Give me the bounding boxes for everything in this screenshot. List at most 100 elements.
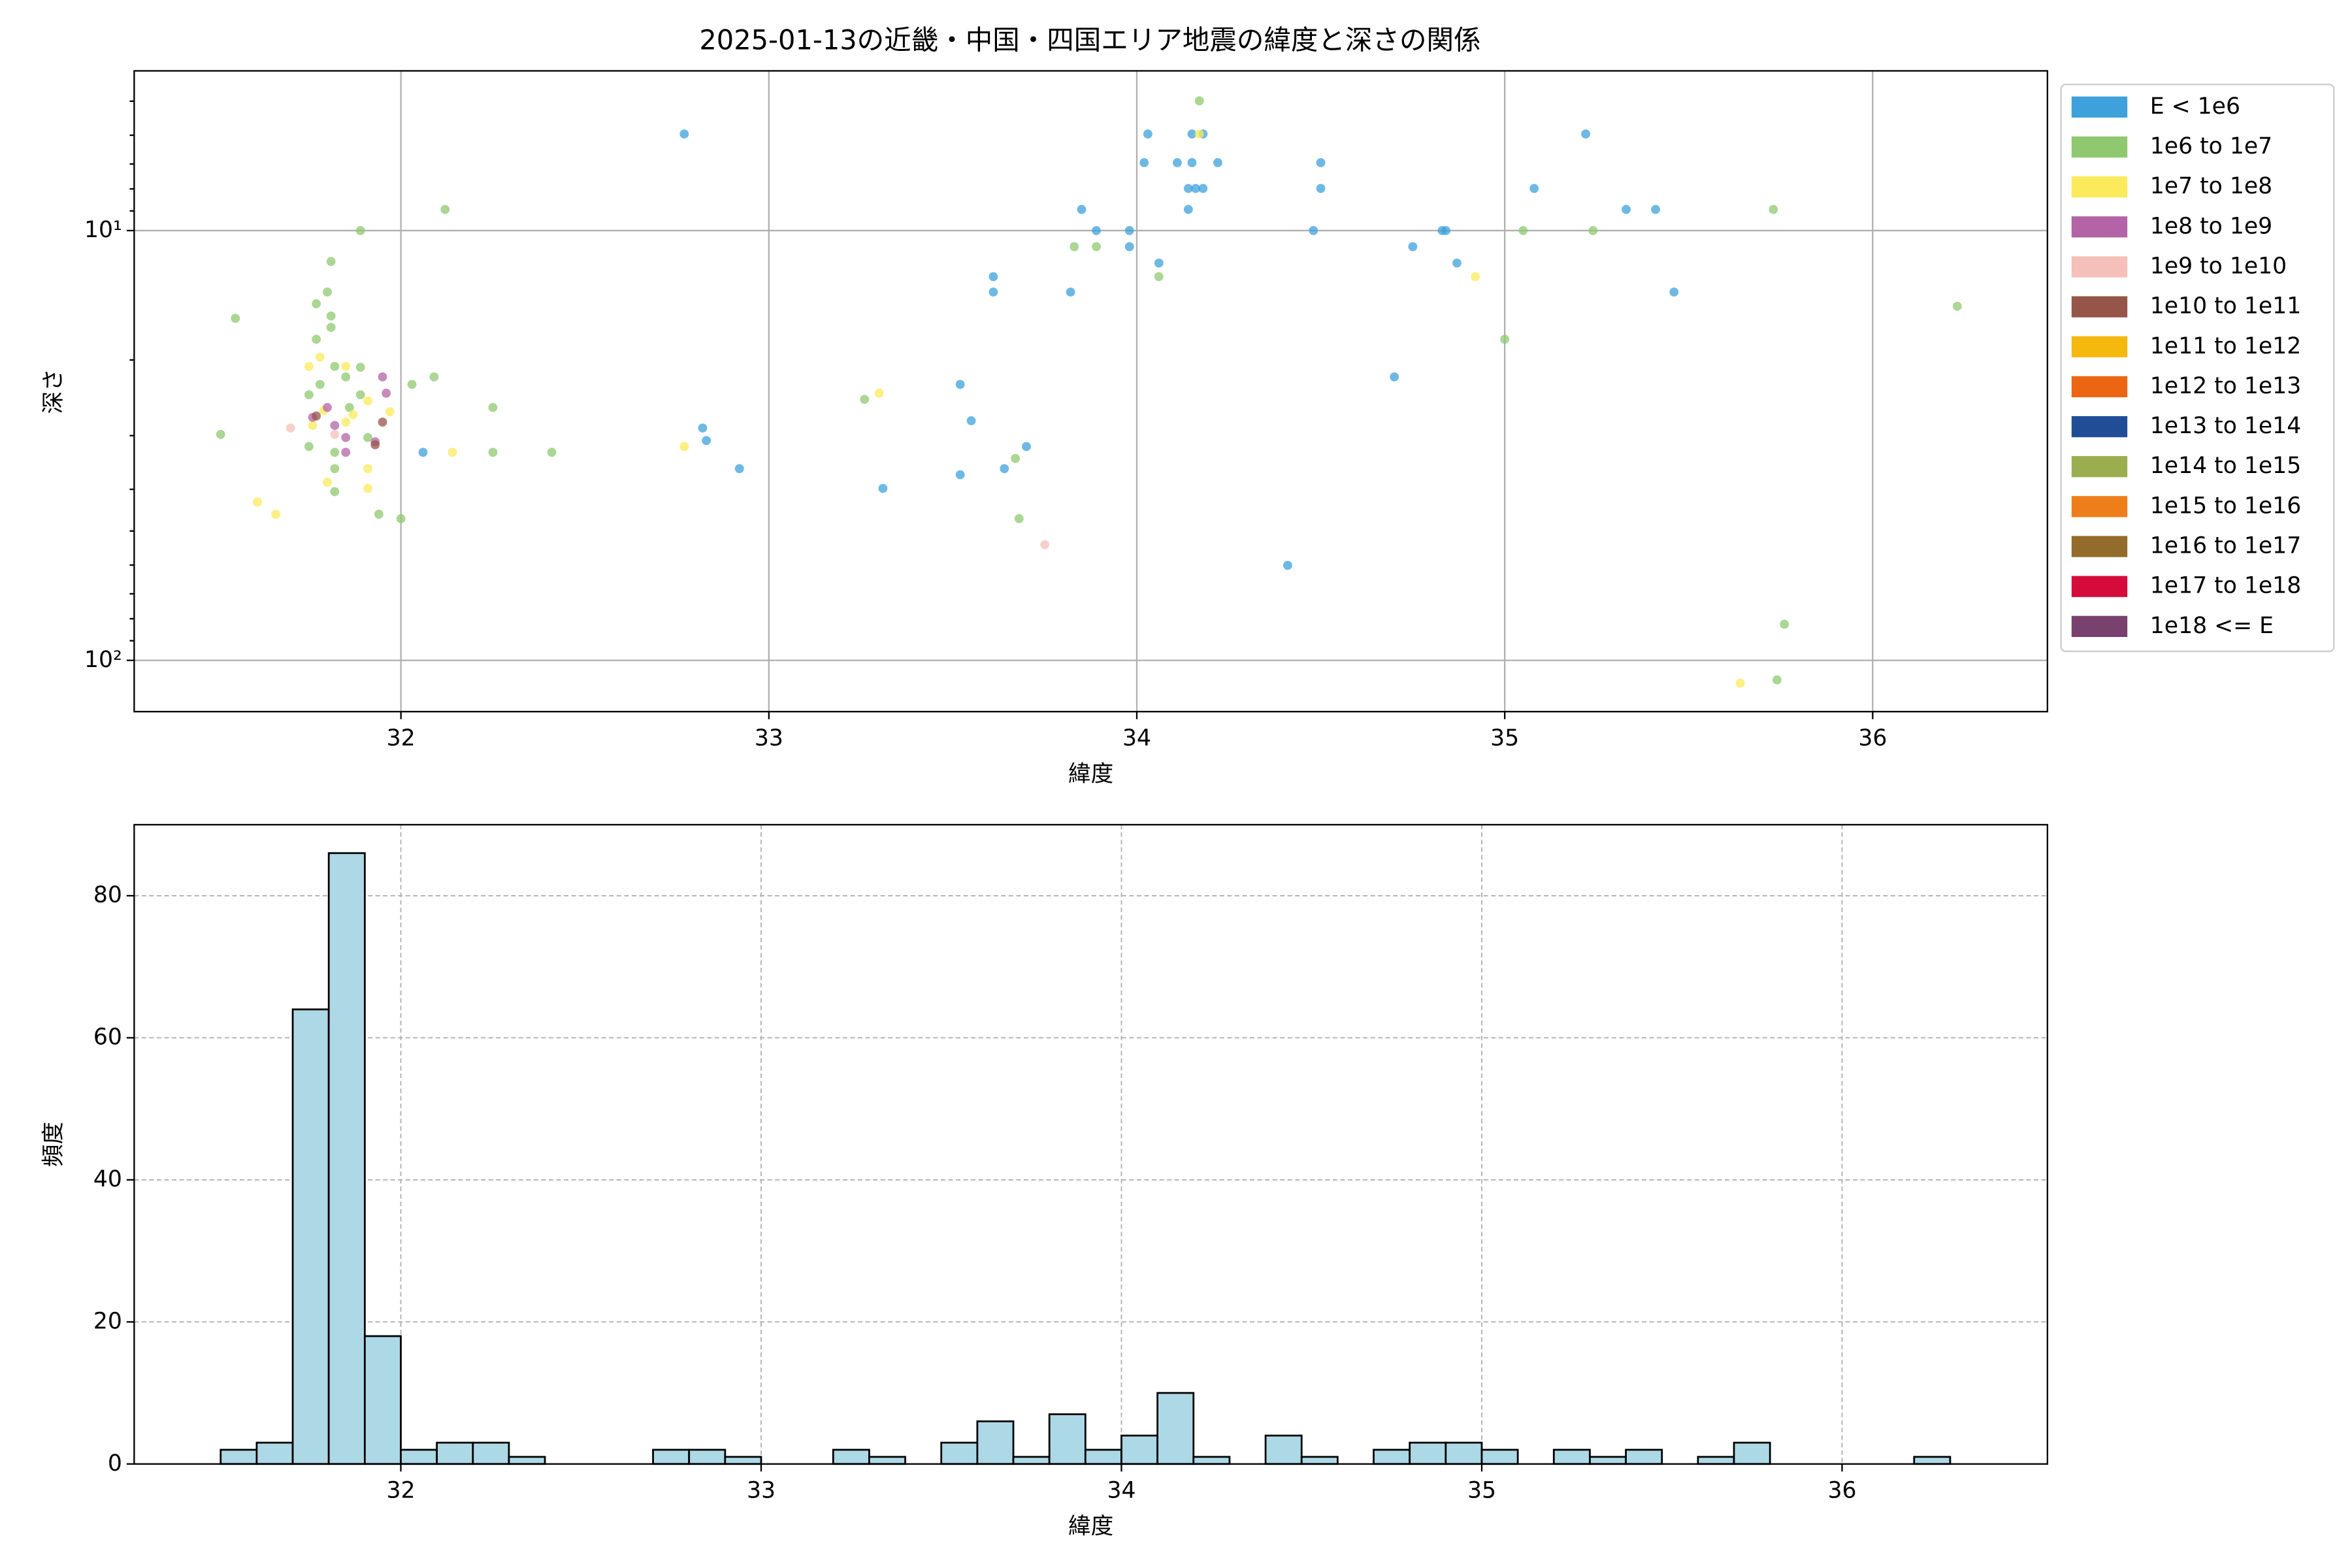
legend-label: 1e8 to 1e9: [2150, 213, 2272, 239]
legend-swatch: [2071, 496, 2128, 517]
scatter-point: [1124, 226, 1134, 235]
histogram-bar: [1156, 1392, 1195, 1465]
legend-label: 1e12 to 1e13: [2150, 373, 2301, 399]
scatter-point: [312, 299, 321, 308]
legend-label: 1e6 to 1e7: [2150, 133, 2272, 159]
histogram-bar: [327, 852, 366, 1465]
scatter-point: [370, 440, 380, 449]
histogram-bar: [1913, 1456, 1952, 1465]
scatter-point: [344, 402, 354, 412]
scatter-point: [448, 448, 457, 457]
scatter-point: [341, 361, 351, 371]
legend-label: 1e17 to 1e18: [2150, 573, 2301, 599]
scatter-point: [330, 429, 340, 439]
scatter-point: [323, 402, 332, 412]
scatter-point: [363, 464, 372, 474]
scatter-point: [385, 407, 395, 417]
scatter-point: [1622, 204, 1631, 214]
y-tick-label: 20: [93, 1308, 122, 1334]
scatter-point: [1500, 335, 1510, 344]
scatter-point: [1154, 258, 1164, 268]
scatter-point: [1529, 184, 1539, 193]
scatter-point: [1518, 226, 1528, 235]
scatter-point: [341, 448, 351, 457]
scatter-point: [547, 448, 557, 457]
legend-label: 1e14 to 1e15: [2150, 453, 2301, 479]
scatter-point: [1316, 158, 1326, 167]
scatter-point: [382, 388, 391, 398]
scatter-point: [355, 390, 365, 400]
scatter-point: [355, 226, 365, 235]
y-tick-label: 10¹: [84, 217, 122, 243]
x-tick-label: 33: [747, 1477, 776, 1503]
scatter-point: [1187, 158, 1197, 167]
histogram-bar: [1445, 1441, 1483, 1465]
scatter-point: [988, 272, 998, 282]
histogram-bar: [1409, 1441, 1447, 1465]
x-tick-label: 35: [1467, 1477, 1496, 1503]
scatter-point: [315, 380, 325, 389]
legend-label: 1e11 to 1e12: [2150, 333, 2301, 359]
scatter-point: [1154, 272, 1164, 282]
histogram-bar: [1625, 1448, 1663, 1465]
scatter-point: [308, 421, 318, 431]
scatter-point: [734, 464, 744, 474]
scatter-point: [1588, 226, 1598, 235]
scatter-point: [1011, 453, 1021, 463]
histogram-bar: [1264, 1434, 1303, 1465]
histogram-bar: [1084, 1448, 1122, 1465]
scatter-point: [418, 448, 428, 457]
chart-title: 2025-01-13の近畿・中国・四国エリア地震の緯度と深さの関係: [699, 24, 1480, 56]
legend-swatch: [2071, 536, 2128, 557]
histogram-bar: [1120, 1434, 1159, 1465]
scatter-point: [312, 335, 321, 344]
scatter-point: [488, 448, 498, 457]
scatter-point: [253, 497, 262, 507]
scatter-point: [966, 416, 976, 425]
legend-swatch: [2071, 176, 2128, 198]
scatter-point: [1452, 258, 1462, 268]
x-tick-label: 35: [1490, 725, 1519, 751]
legend-box: [2060, 84, 2335, 653]
x-tick-label: 33: [755, 725, 783, 751]
scatter-point: [1191, 184, 1201, 193]
scatter-point: [315, 352, 325, 362]
histogram-bar: [472, 1441, 510, 1465]
histogram-bar: [508, 1456, 546, 1465]
legend-label: 1e15 to 1e16: [2150, 493, 2301, 519]
scatter-point: [1735, 678, 1745, 688]
scatter-point: [878, 483, 888, 493]
legend-label: 1e13 to 1e14: [2150, 413, 2301, 439]
histogram-bar: [400, 1448, 438, 1465]
y-axis-label: 深さ: [41, 368, 67, 414]
scatter-point: [341, 372, 351, 382]
scatter-point: [330, 464, 340, 474]
legend-swatch: [2071, 576, 2128, 597]
scatter-point: [1139, 158, 1149, 167]
scatter-point: [1014, 514, 1024, 523]
scatter-point: [429, 372, 439, 382]
scatter-point: [323, 478, 332, 487]
histogram-bar: [832, 1448, 870, 1465]
scatter-point: [1441, 226, 1450, 235]
legend-label: 1e9 to 1e10: [2150, 253, 2287, 279]
histogram-bar: [1697, 1456, 1735, 1465]
scatter-point: [1309, 226, 1318, 235]
scatter-point: [326, 311, 336, 321]
legend-label: 1e16 to 1e17: [2150, 533, 2301, 559]
y-axis-label: 頻度: [41, 1122, 67, 1167]
scatter-point: [1124, 242, 1134, 252]
scatter-point: [216, 429, 225, 439]
scatter-point: [348, 410, 358, 419]
scatter-point: [1187, 129, 1197, 139]
scatter-point: [488, 402, 498, 412]
scatter-point: [407, 380, 417, 389]
plot-frame: [133, 70, 2048, 713]
scatter-point: [698, 423, 708, 433]
legend-swatch: [2071, 256, 2128, 278]
scatter-point: [1198, 184, 1208, 193]
histogram-bar: [436, 1441, 474, 1465]
scatter-point: [1213, 158, 1222, 167]
scatter-point: [326, 323, 336, 333]
